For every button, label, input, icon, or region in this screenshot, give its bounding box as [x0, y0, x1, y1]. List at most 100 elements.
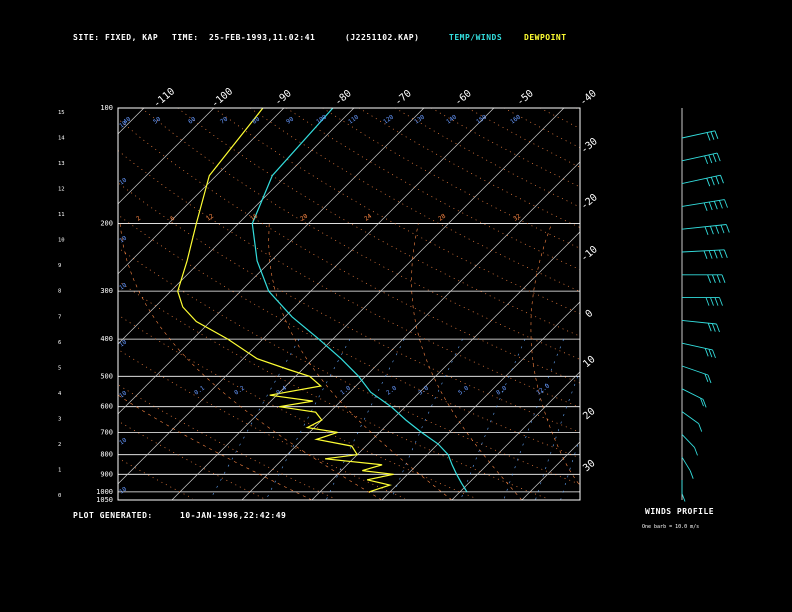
mixing-ratio-1: [265, 338, 351, 500]
moist-label-0.1: 0.1: [193, 384, 206, 396]
isotherm-top-label--100: -100: [210, 86, 236, 110]
isotherm--60: [118, 108, 355, 345]
legend-temp-winds: TEMP/WINDS: [449, 33, 503, 42]
wind-barb: [719, 297, 723, 306]
mixing-ratio-label-20: 20: [299, 213, 309, 223]
height-label-0: 0: [58, 493, 61, 499]
wind-barb: [704, 348, 709, 357]
wind-barb: [702, 399, 707, 408]
wind-barb: [707, 374, 712, 384]
wind-barb: [712, 153, 717, 163]
wind-barb-shaft: [681, 456, 691, 471]
wind-barb: [720, 224, 725, 234]
wind-barb: [712, 349, 716, 359]
dry-adiabat-50: [118, 182, 580, 433]
dry-adiabat-10: [118, 314, 476, 499]
dry-adiabat-label-40: 40: [122, 116, 132, 126]
moist-label-12.0: 12.0: [535, 382, 551, 396]
wind-barb: [698, 423, 703, 432]
wind-barb: [710, 177, 715, 186]
height-label-2: 2: [58, 442, 61, 448]
moist-label-3.0: 3.0: [417, 384, 430, 396]
isotherm-10: [451, 371, 580, 500]
height-label-1: 1: [58, 467, 61, 473]
wind-barb-shaft: [681, 434, 695, 448]
dry-adiabat-label-120: 120: [382, 113, 395, 125]
wind-barb: [707, 274, 712, 283]
dry-adiabat-90: [177, 108, 580, 337]
dry-adiabat-label-50: 50: [152, 116, 162, 126]
pressure-label-900: 900: [100, 470, 113, 478]
wind-barb: [707, 323, 712, 332]
wind-barb: [689, 470, 694, 479]
pressure-label-1050: 1050: [96, 496, 113, 504]
wind-barb-shaft: [681, 365, 709, 376]
dry-adiabat-label-110: 110: [347, 113, 360, 125]
moist-label-0.2: 0.2: [233, 384, 246, 396]
dry-adiabat--20: [118, 420, 264, 499]
dry-adiabat-180: [503, 108, 580, 149]
height-label-13: 13: [58, 161, 65, 167]
site-value: FIXED, KAP: [105, 33, 159, 42]
dry-adiabat--30: [118, 457, 193, 499]
wind-barb: [708, 154, 713, 164]
dry-adiabat-label-80: 80: [251, 116, 261, 126]
wind-barb: [714, 130, 719, 139]
height-label-4: 4: [58, 391, 62, 397]
wind-barb: [716, 323, 720, 333]
height-label-3: 3: [58, 416, 61, 422]
isotherm-40: [662, 108, 792, 500]
isotherm-top-label--70: -70: [393, 88, 414, 108]
isotherm-right-label--20: -20: [579, 192, 600, 212]
dry-adiabat-20: [118, 280, 547, 499]
wind-barb: [694, 447, 698, 456]
isotherm--20: [241, 161, 580, 500]
moist-label-0.4: 0.4: [275, 384, 288, 396]
isotherm--30: [171, 108, 565, 500]
isotherm-20: [521, 441, 580, 500]
dry-adiabat-label-140: 140: [445, 113, 458, 125]
isotherm-right-label--10: -10: [579, 244, 600, 264]
dry-adiabat-110: [249, 108, 580, 292]
moist-label-2.0: 2.0: [385, 384, 398, 396]
site-label: SITE:: [73, 33, 100, 42]
wind-barb: [711, 274, 716, 283]
pressure-label-500: 500: [100, 372, 113, 380]
left-mixing-label-6: 10: [118, 486, 128, 496]
height-label-5: 5: [58, 365, 61, 371]
moist-adiabat-10: [268, 223, 453, 500]
wind-barb: [703, 250, 708, 259]
isotherm-top-label--60: -60: [453, 88, 474, 108]
isotherm-top-label--50: -50: [515, 88, 536, 108]
height-label-8: 8: [58, 289, 61, 295]
dry-adiabat-170: [467, 108, 580, 168]
dry-adiabat-label-60: 60: [187, 116, 197, 126]
mixing-ratio-16: [535, 369, 580, 500]
isotherm-top-label--110: -110: [152, 86, 178, 110]
height-label-12: 12: [58, 187, 65, 193]
wind-barb: [708, 201, 713, 211]
wind-barb: [709, 226, 714, 235]
wind-barb: [710, 131, 715, 140]
height-label-11: 11: [58, 212, 65, 218]
isotherm--110: [0, 108, 4, 500]
pressure-label-700: 700: [100, 428, 113, 436]
wind-barb: [725, 224, 730, 233]
wind-barb: [723, 249, 728, 258]
pressure-label-400: 400: [100, 335, 113, 343]
pressure-label-100: 100: [100, 104, 113, 112]
mixing-ratio-label-2: 2: [135, 215, 142, 223]
mixing-ratio-label-12: 12: [205, 213, 215, 223]
pressure-label-800: 800: [100, 451, 113, 459]
wind-barb-shaft: [681, 174, 721, 185]
mixing-ratio-label-6: 6: [169, 215, 176, 223]
dry-adiabat-60: [118, 150, 580, 408]
isotherm-right-label--30: -30: [579, 136, 600, 156]
height-label-6: 6: [58, 340, 61, 346]
wind-barb: [720, 175, 724, 184]
mixing-ratio-label-16: 16: [249, 213, 259, 223]
moist-adiabat-30: [530, 223, 580, 487]
dry-adiabat-100: [213, 108, 580, 314]
wind-barb-shaft: [681, 319, 717, 325]
mixing-ratio-12: [503, 338, 564, 500]
